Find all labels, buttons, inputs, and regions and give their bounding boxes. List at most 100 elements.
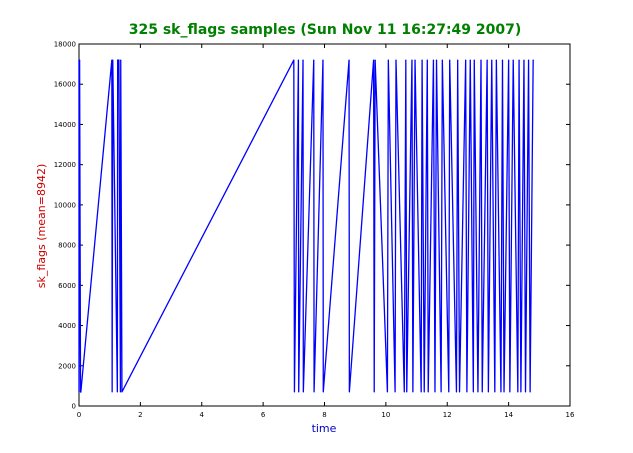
data-point: [293, 391, 296, 393]
data-point: [411, 59, 413, 61]
y-tick-label: 16000: [54, 81, 76, 89]
data-point: [477, 391, 479, 393]
data-point: [481, 391, 483, 393]
data-point: [441, 59, 443, 61]
x-tick-label: 8: [322, 411, 326, 419]
data-point: [465, 59, 467, 61]
data-point: [313, 391, 315, 393]
data-point: [387, 59, 389, 61]
y-tick-label: 10000: [54, 201, 76, 209]
y-tick-label: 14000: [54, 121, 76, 129]
data-point: [112, 59, 114, 61]
data-point: [313, 59, 315, 61]
data-point: [501, 59, 504, 61]
data-point: [121, 391, 123, 393]
data-point: [523, 59, 525, 61]
data-point: [80, 391, 82, 393]
data-point: [297, 59, 300, 61]
axis-tick-labels: 0 2 4 6 8 10 12 14 16 0 2000 4000 6000 8000 10000 12000…: [54, 41, 575, 420]
x-tick-label: 14: [504, 411, 513, 419]
chart-title: 325 sk_flags samples (Sun Nov 11 16:27:4…: [129, 22, 522, 38]
data-point: [532, 59, 534, 61]
data-point: [517, 391, 519, 393]
data-point: [117, 59, 119, 61]
y-axis-label: sk_flags (mean=8942): [35, 164, 48, 288]
data-point: [373, 391, 375, 393]
data-point: [423, 391, 425, 393]
x-tick-label: 0: [77, 411, 81, 419]
y-tick-label: 12000: [54, 161, 76, 169]
data-point: [486, 59, 488, 61]
data-point: [495, 59, 497, 61]
data-point: [487, 391, 489, 393]
data-point: [79, 59, 81, 61]
data-point: [302, 391, 304, 393]
data-point: [527, 59, 530, 61]
data-series-line: [78, 59, 534, 393]
x-axis-label: time: [312, 422, 337, 435]
data-point: [457, 59, 459, 61]
y-tick-label: 0: [72, 403, 76, 411]
x-tick-label: 4: [200, 411, 205, 419]
data-point: [455, 391, 458, 393]
data-point: [373, 59, 375, 61]
data-point: [440, 391, 442, 393]
y-tick-label: 18000: [54, 41, 76, 49]
y-tick-label: 6000: [58, 282, 76, 290]
data-point: [480, 59, 482, 61]
data-point: [524, 391, 527, 393]
data-point: [394, 391, 396, 393]
data-point: [293, 59, 295, 61]
data-point: [395, 59, 397, 61]
data-point: [298, 391, 300, 393]
data-point: [414, 59, 416, 61]
data-point: [405, 59, 407, 61]
data-point: [435, 59, 438, 61]
data-point: [406, 391, 408, 393]
data-point: [509, 391, 511, 393]
y-tick-label: 8000: [58, 242, 76, 250]
data-point: [426, 59, 428, 61]
axis-ticks: [78, 43, 571, 407]
data-point: [458, 391, 461, 393]
data-point: [348, 59, 350, 61]
data-point: [420, 391, 422, 393]
data-point: [466, 391, 468, 393]
data-point: [529, 391, 531, 393]
x-tick-label: 6: [261, 411, 266, 419]
data-point: [448, 391, 450, 393]
data-point: [434, 391, 436, 393]
data-point: [512, 59, 514, 61]
data-point: [412, 391, 414, 393]
data-point: [386, 391, 389, 393]
data-point: [503, 391, 505, 393]
data-point: [469, 59, 471, 61]
data-point: [473, 59, 475, 61]
data-point: [118, 59, 120, 61]
data-point: [472, 391, 474, 393]
data-point: [111, 59, 113, 61]
data-point: [111, 391, 113, 393]
data-point: [403, 391, 405, 393]
data-point: [427, 391, 429, 393]
data-point: [120, 59, 122, 61]
data-point: [322, 59, 324, 61]
data-point: [432, 59, 435, 61]
data-point: [374, 59, 376, 61]
data-point: [508, 59, 510, 61]
data-point: [449, 59, 451, 61]
data-point: [491, 59, 493, 61]
data-point: [518, 59, 520, 61]
data-point: [500, 391, 502, 393]
data-point: [119, 391, 122, 393]
data-point: [78, 391, 80, 393]
x-tick-label: 2: [138, 411, 142, 419]
x-tick-label: 16: [566, 411, 575, 419]
x-tick-label: 12: [443, 411, 452, 419]
data-point: [322, 391, 324, 393]
y-tick-label: 4000: [58, 322, 76, 330]
data-point: [421, 59, 423, 61]
data-point: [116, 391, 118, 393]
x-tick-label: 10: [381, 411, 390, 419]
